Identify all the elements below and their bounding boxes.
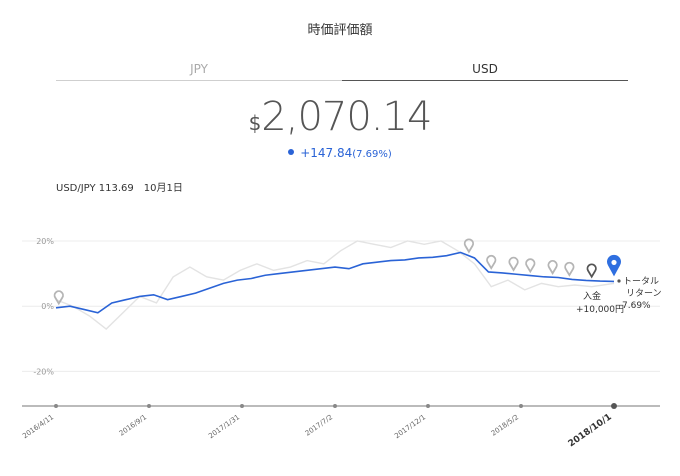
amount-value: 2,070.14: [261, 94, 432, 140]
benchmark-line: [55, 240, 615, 330]
deposit-pin-icon: [463, 238, 474, 254]
change-indicator: +147.84(7.69%): [0, 146, 680, 160]
deposit-pin-icon: [547, 260, 558, 276]
tab-usd[interactable]: USD: [342, 62, 628, 81]
portfolio-line: [55, 251, 615, 314]
x-tick-marker: [240, 404, 244, 408]
x-tick-label: 2017/12/1: [393, 413, 427, 440]
x-tick-marker: [519, 404, 523, 408]
exchange-rate-info: USD/JPY 113.69 10月1日: [56, 179, 193, 194]
x-tick-marker: [426, 404, 430, 408]
deposit-pin-icon: [564, 261, 575, 277]
deposit-pin-icon: [525, 258, 536, 274]
exchange-date: 10月1日: [143, 183, 183, 194]
x-tick-marker: [147, 404, 151, 408]
deposit-amount: +10,000円: [576, 304, 624, 315]
x-tick-marker: [54, 404, 58, 408]
currency-symbol: $: [248, 111, 262, 135]
total-return-dot: [617, 279, 621, 283]
tab-jpy[interactable]: JPY: [56, 62, 342, 81]
x-tick-label: 2016/9/1: [118, 413, 148, 438]
deposit-pin-icon: [53, 290, 64, 306]
x-tick-label: 2018/10/1: [567, 412, 614, 449]
x-tick-marker: [611, 403, 617, 409]
x-tick-label: 2016/4/11: [21, 413, 55, 440]
y-tick-label: 0%: [41, 302, 54, 311]
deposit-label: 入金: [583, 290, 601, 302]
x-tick-label: 2017/7/2: [304, 413, 334, 438]
current-marker-icon: [607, 254, 621, 277]
y-tick-label: -20%: [33, 367, 54, 376]
total-return-label: トータル: [623, 276, 659, 287]
x-tick-label: 2017/1/31: [207, 413, 241, 440]
total-return-value: 7.69%: [622, 301, 651, 311]
deposit-pin-icon: [486, 254, 497, 270]
exchange-rate: USD/JPY 113.69: [56, 183, 134, 194]
x-tick-marker: [333, 404, 337, 408]
valuation-amount: $2,070.14: [0, 94, 680, 140]
page-title: 時価評価額: [307, 23, 373, 38]
current-marker-dot: [611, 259, 617, 266]
deposit-pin-icon: [586, 263, 597, 279]
change-value: +147.84: [300, 146, 353, 160]
x-tick-label: 2018/5/2: [490, 413, 520, 438]
y-tick-label: 20%: [36, 237, 54, 246]
change-dot-icon: [288, 149, 295, 155]
change-percent: (7.69%): [352, 149, 392, 160]
total-return-label-2: リターン: [626, 288, 662, 299]
deposit-pin-icon: [508, 256, 519, 272]
currency-tabs: JPY USD: [56, 62, 628, 82]
